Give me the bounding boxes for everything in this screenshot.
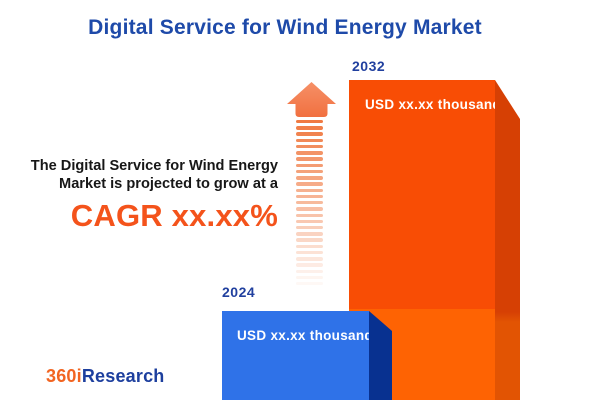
growth-arrow-trail-stripe (296, 182, 323, 186)
bar-2024-3d-side (369, 311, 392, 400)
growth-arrow-trail-stripe (296, 275, 323, 280)
bar-2024-value-label: USD xx.xx thousand (237, 328, 373, 343)
bar-2032-3d-side (495, 80, 520, 400)
growth-arrow-trail-stripe (296, 176, 323, 180)
growth-arrow-up-icon (287, 82, 336, 117)
brand-logo-blue-part: Research (81, 366, 165, 386)
insight-block: The Digital Service for Wind Energy Mark… (20, 158, 278, 234)
growth-arrow-trail-stripe (296, 250, 323, 255)
growth-arrow-trail-stripe (296, 213, 323, 217)
growth-arrow-trail-stripe (296, 257, 323, 261)
growth-arrow-trail (296, 120, 323, 288)
growth-arrow-trail-stripe (296, 120, 323, 124)
growth-arrow-trail-stripe (296, 269, 323, 274)
page-title: Digital Service for Wind Energy Market (88, 16, 482, 39)
growth-arrow-trail-stripe (296, 225, 323, 230)
growth-arrow-trail-stripe (296, 263, 323, 267)
growth-arrow-trail-stripe (296, 151, 323, 155)
growth-arrow-trail-stripe (296, 132, 323, 136)
growth-arrow-trail-stripe (296, 188, 323, 192)
growth-arrow-trail-stripe (296, 138, 323, 143)
year-label-2032: 2032 (352, 58, 386, 74)
growth-arrow-trail-stripe (296, 194, 323, 199)
growth-arrow-trail-stripe (296, 144, 323, 149)
growth-arrow-trail-stripe (296, 232, 323, 236)
cagr-value: CAGR xx.xx% (70, 198, 278, 233)
growth-arrow-trail-stripe (296, 169, 323, 174)
bar-2024: USD xx.xx thousand (222, 311, 373, 400)
growth-arrow-trail-stripe (296, 201, 323, 205)
brand-logo: 360iResearch (46, 366, 165, 387)
growth-arrow-trail-stripe (296, 126, 323, 130)
year-label-2024: 2024 (222, 284, 256, 300)
growth-arrow-trail-stripe (296, 244, 323, 249)
growth-arrow-trail-stripe (296, 207, 323, 211)
insight-text-line-1: The Digital Service for Wind Energy (30, 158, 278, 174)
growth-arrow-trail-stripe (296, 282, 323, 286)
growth-arrow-trail-stripe (296, 238, 323, 242)
brand-logo-orange-part: 360i (46, 366, 82, 386)
growth-arrow-trail-stripe (296, 219, 323, 224)
growth-arrow-trail-stripe (296, 157, 323, 161)
insight-text-line-2: Market is projected to grow at a (59, 175, 278, 192)
growth-arrow-trail-stripe (296, 163, 323, 168)
bar-2032-value-label: USD xx.xx thousand (365, 97, 501, 112)
